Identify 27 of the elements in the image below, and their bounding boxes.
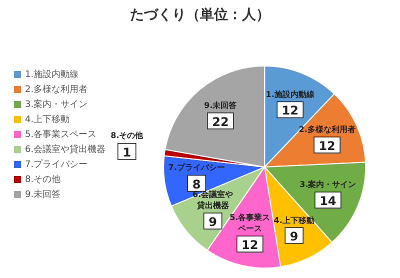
legend-label: 1.施設内動線 — [25, 70, 79, 80]
slice-label: 8.その他 — [110, 131, 144, 140]
data-label: 1 — [122, 145, 132, 160]
slice-label: 6.会議室や貸出機器 — [192, 189, 234, 212]
data-label: 9 — [290, 230, 298, 244]
slice-label: 5.各事業スペース — [228, 212, 272, 234]
data-label: 12 — [318, 138, 336, 153]
legend-label: 4.上下移動 — [25, 115, 70, 125]
data-label: 14 — [320, 194, 336, 208]
data-label: 22 — [212, 114, 229, 129]
legend-label: 9.未回答 — [25, 190, 61, 200]
slice-label: 3.案内・サイン — [298, 179, 358, 190]
data-label: 9 — [208, 215, 218, 230]
data-label: 8 — [192, 177, 201, 192]
chart-title: たづくり（単位：人） — [129, 6, 271, 24]
slice-label: 1.施設内動線 — [264, 88, 316, 100]
legend-label: 5.各事業スペース — [25, 130, 97, 140]
legend-label: 2.多様な利用者 — [25, 85, 88, 95]
legend-label: 3.案内・サイン — [25, 100, 88, 110]
legend-label: 6.会議室や貸出機器 — [25, 145, 106, 155]
slice-label: 7.プライバシー — [167, 162, 226, 174]
legend-label: 7.プライバシー — [25, 160, 88, 170]
slice-label: 9.未回答 — [203, 100, 238, 111]
legend-label: 8.その他 — [25, 175, 61, 185]
data-label: 12 — [242, 238, 258, 252]
data-label: 12 — [282, 104, 298, 118]
slice-label: 2.多様な利用者 — [298, 124, 356, 135]
